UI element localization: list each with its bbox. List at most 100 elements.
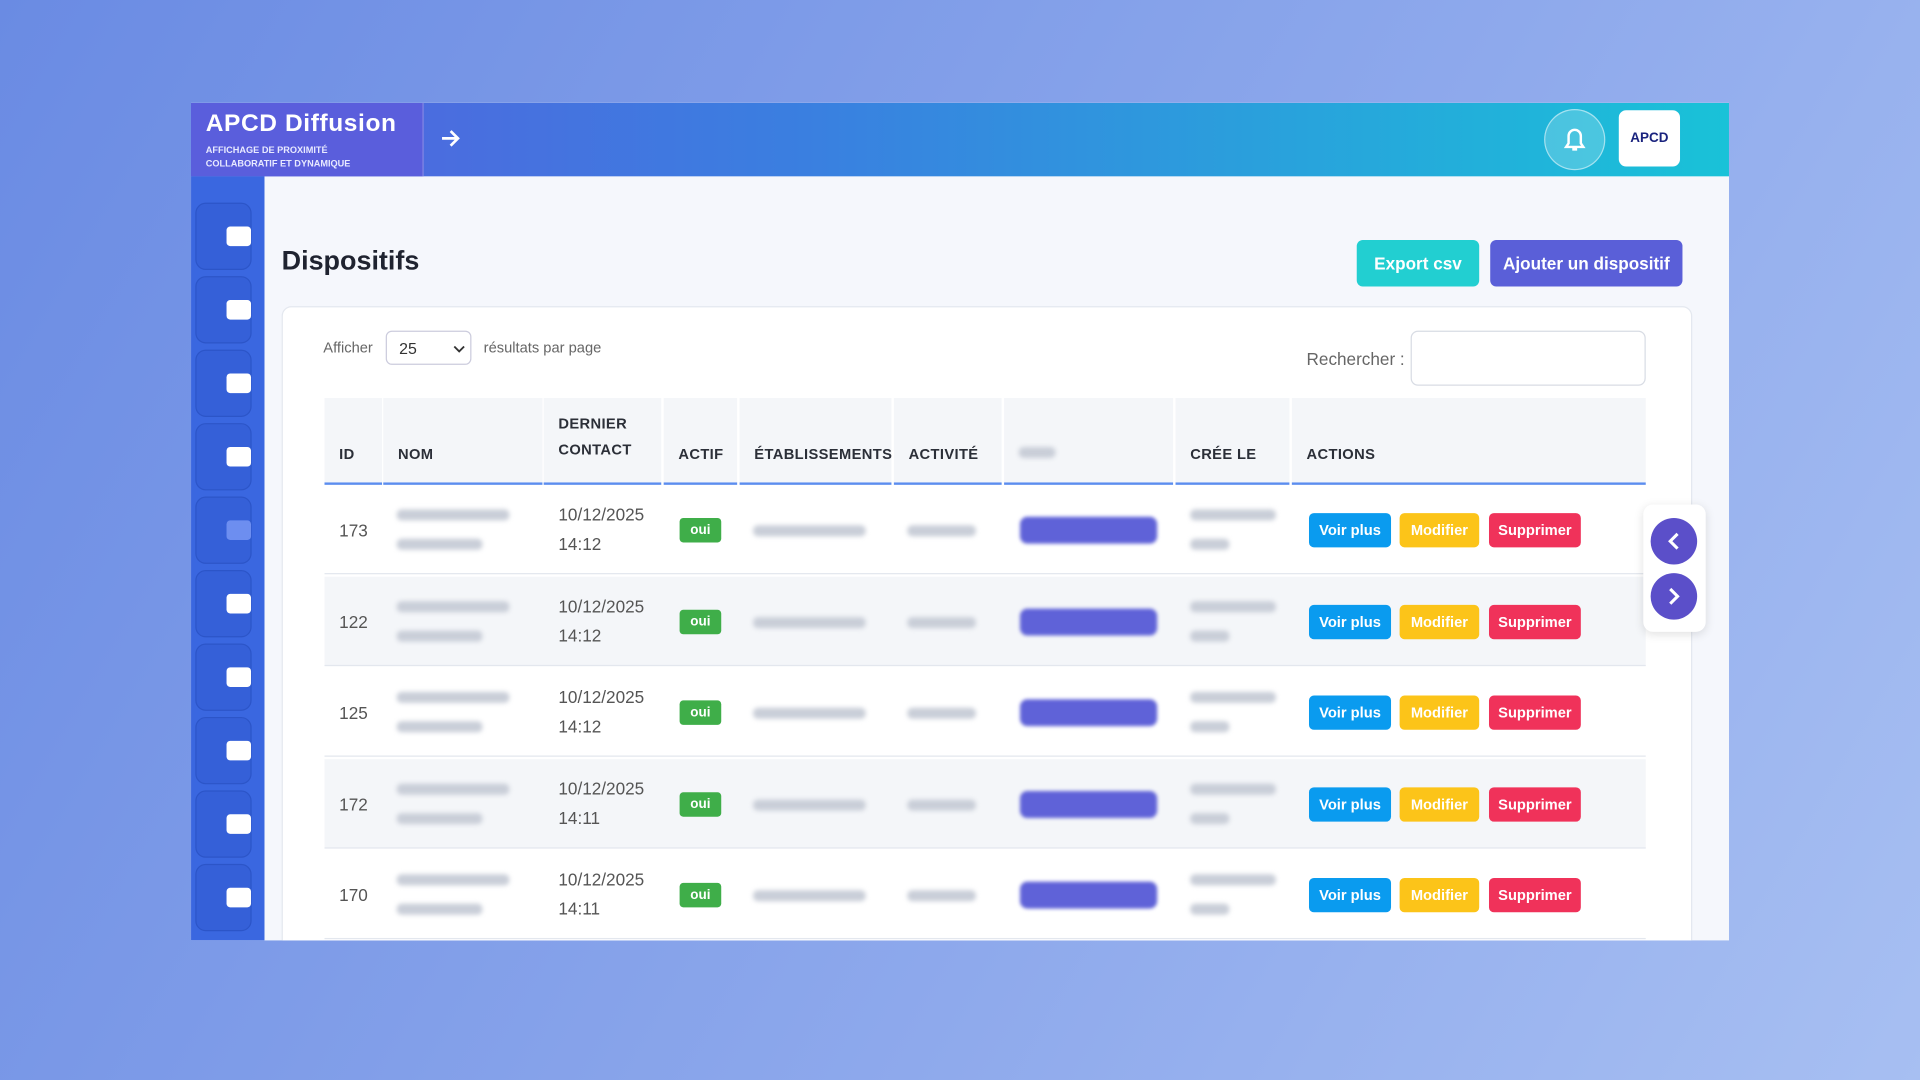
action-button[interactable]: Voir plus [1308, 695, 1392, 730]
time-cell: 14:12 [558, 625, 602, 645]
blurred-activity [907, 798, 976, 811]
action-button[interactable]: Modifier [1399, 877, 1480, 913]
blurred-name [396, 538, 483, 550]
action-button[interactable]: Modifier [1399, 786, 1480, 822]
action-button[interactable]: Supprimer [1488, 786, 1581, 822]
show-label: Afficher [323, 339, 373, 357]
action-button[interactable]: Supprimer [1488, 513, 1581, 548]
column-title: ACTIVITÉ [908, 445, 979, 463]
nav-icon [226, 740, 252, 761]
blurred-name [396, 783, 510, 795]
id-cell: 172 [339, 794, 368, 814]
date-cell: 10/12/2025 [558, 869, 645, 889]
next-button[interactable] [1650, 573, 1698, 620]
logo[interactable]: APCD [1618, 110, 1681, 167]
nav-icon [226, 446, 252, 467]
column-title: CRÉE LE [1190, 445, 1257, 463]
nav-icon [226, 593, 252, 614]
nav-item[interactable] [195, 496, 252, 564]
time-cell: 14:12 [558, 533, 602, 554]
toggle-arrow[interactable] [438, 126, 462, 150]
action-button[interactable]: Voir plus [1308, 877, 1392, 913]
action-button[interactable]: Voir plus [1308, 604, 1392, 639]
blurred-tags [1020, 881, 1158, 909]
nav-icon [226, 300, 252, 320]
id-cell: 170 [339, 885, 368, 905]
tagline: COLLABORATIF ET DYNAMIQUE [205, 157, 351, 169]
blurred-etab [753, 616, 866, 628]
time-cell: 14:11 [558, 807, 601, 828]
nav-icon [226, 887, 252, 908]
blurred-name [396, 630, 483, 642]
actif-badge: oui [679, 700, 722, 725]
column-title: ID [339, 445, 355, 463]
blurred-name [396, 600, 510, 612]
id-cell: 173 [339, 520, 368, 541]
nav-item[interactable] [195, 790, 252, 858]
search-input[interactable] [1410, 330, 1646, 386]
brand-box: APCD Diffusion AFFICHAGE DE PROXIMITÉ CO… [191, 102, 424, 177]
blurred-created [1190, 812, 1230, 824]
action-button[interactable]: Supprimer [1488, 877, 1581, 913]
column-header: ÉTABLISSEMENTS [739, 397, 892, 485]
per-page-label: résultats par page [483, 339, 602, 357]
nav-item[interactable] [195, 643, 252, 711]
date-cell: 10/12/2025 [558, 504, 645, 525]
column-header: ACTIF [663, 397, 738, 485]
blurred-activity [907, 525, 976, 537]
sidebar-icons [195, 202, 252, 932]
add-button[interactable]: Ajouter un dispositif [1490, 240, 1683, 287]
brand: APCD Diffusion [205, 110, 397, 138]
action-button[interactable]: Voir plus [1308, 513, 1392, 548]
blurred-name [396, 691, 510, 703]
nav-item[interactable] [195, 202, 252, 271]
page-size-select[interactable]: 25 [385, 330, 472, 365]
blurred-created [1190, 600, 1276, 612]
nav-item[interactable] [195, 349, 252, 417]
column-title: ACTIONS [1306, 445, 1376, 463]
column-header [1004, 397, 1174, 485]
id-cell: 125 [339, 702, 368, 723]
column-header: ACTIONS [1291, 397, 1646, 485]
nav-icon [226, 373, 252, 394]
blurred-etab [753, 525, 866, 537]
id-cell: 122 [339, 611, 368, 632]
column-title: ACTIF [678, 445, 724, 463]
date-cell: 10/12/2025 [558, 686, 645, 707]
nav-item[interactable] [195, 276, 252, 344]
notification-button[interactable] [1544, 108, 1606, 171]
table-row [324, 667, 1646, 757]
nav-icon [226, 667, 252, 687]
page-title: Dispositifs [281, 244, 420, 276]
export-button[interactable]: Export csv [1356, 240, 1480, 287]
action-button[interactable]: Supprimer [1488, 695, 1581, 730]
column-title: DERNIER CONTACT [558, 415, 632, 458]
search-label: Rechercher : [1306, 348, 1405, 369]
blurred-name [396, 509, 510, 521]
action-button[interactable]: Modifier [1399, 604, 1480, 639]
blurred-created [1190, 538, 1230, 550]
nav-item[interactable] [195, 570, 252, 638]
action-button[interactable]: Modifier [1399, 695, 1480, 730]
column-header: NOM [383, 397, 543, 485]
blurred-created [1190, 874, 1276, 886]
action-button[interactable]: Modifier [1399, 513, 1480, 548]
nav-item[interactable] [195, 716, 252, 785]
sidebar [191, 176, 265, 941]
column-header: CRÉE LE [1175, 397, 1290, 485]
column-header: DERNIER CONTACT [543, 397, 662, 485]
action-button[interactable]: Supprimer [1488, 604, 1581, 639]
blurred-created [1190, 721, 1230, 733]
tagline: AFFICHAGE DE PROXIMITÉ [205, 144, 328, 156]
prev-button[interactable] [1650, 517, 1698, 565]
actif-badge: oui [679, 791, 722, 817]
blurred-tags [1020, 699, 1158, 727]
blurred-header [1018, 446, 1056, 458]
column-title: NOM [397, 445, 434, 463]
action-button[interactable]: Voir plus [1308, 786, 1392, 822]
nav-item[interactable] [195, 863, 252, 932]
actif-badge: oui [679, 517, 722, 543]
nav-icon [226, 814, 252, 834]
nav-item[interactable] [195, 423, 252, 491]
